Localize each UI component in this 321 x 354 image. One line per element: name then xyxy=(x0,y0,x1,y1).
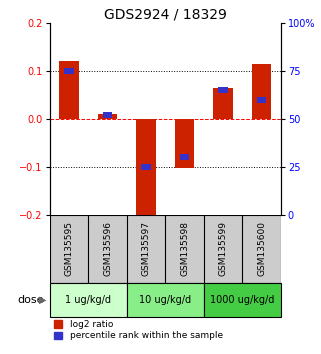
Text: 1000 ug/kg/d: 1000 ug/kg/d xyxy=(210,295,274,305)
Bar xyxy=(59,61,79,119)
Text: GSM135598: GSM135598 xyxy=(180,221,189,276)
Bar xyxy=(218,87,228,93)
Text: 1 ug/kg/d: 1 ug/kg/d xyxy=(65,295,111,305)
Bar xyxy=(98,114,117,119)
Bar xyxy=(180,154,189,160)
Legend: log2 ratio, percentile rank within the sample: log2 ratio, percentile rank within the s… xyxy=(54,320,223,340)
Text: GSM135595: GSM135595 xyxy=(65,221,74,276)
Bar xyxy=(141,164,151,170)
Bar xyxy=(204,283,281,317)
Bar xyxy=(136,119,156,224)
Bar xyxy=(127,283,204,317)
Title: GDS2924 / 18329: GDS2924 / 18329 xyxy=(104,8,227,22)
Text: 10 ug/kg/d: 10 ug/kg/d xyxy=(139,295,191,305)
Text: GSM135596: GSM135596 xyxy=(103,221,112,276)
Text: ▶: ▶ xyxy=(39,295,46,305)
Text: GSM135600: GSM135600 xyxy=(257,221,266,276)
Text: GSM135599: GSM135599 xyxy=(219,221,228,276)
Bar xyxy=(213,88,233,119)
Text: GSM135597: GSM135597 xyxy=(142,221,151,276)
Bar xyxy=(103,112,112,118)
Bar xyxy=(50,283,127,317)
Text: dose: dose xyxy=(18,295,44,305)
Bar xyxy=(175,119,194,168)
Bar xyxy=(252,64,271,119)
Bar xyxy=(257,97,266,103)
Bar xyxy=(64,68,74,74)
